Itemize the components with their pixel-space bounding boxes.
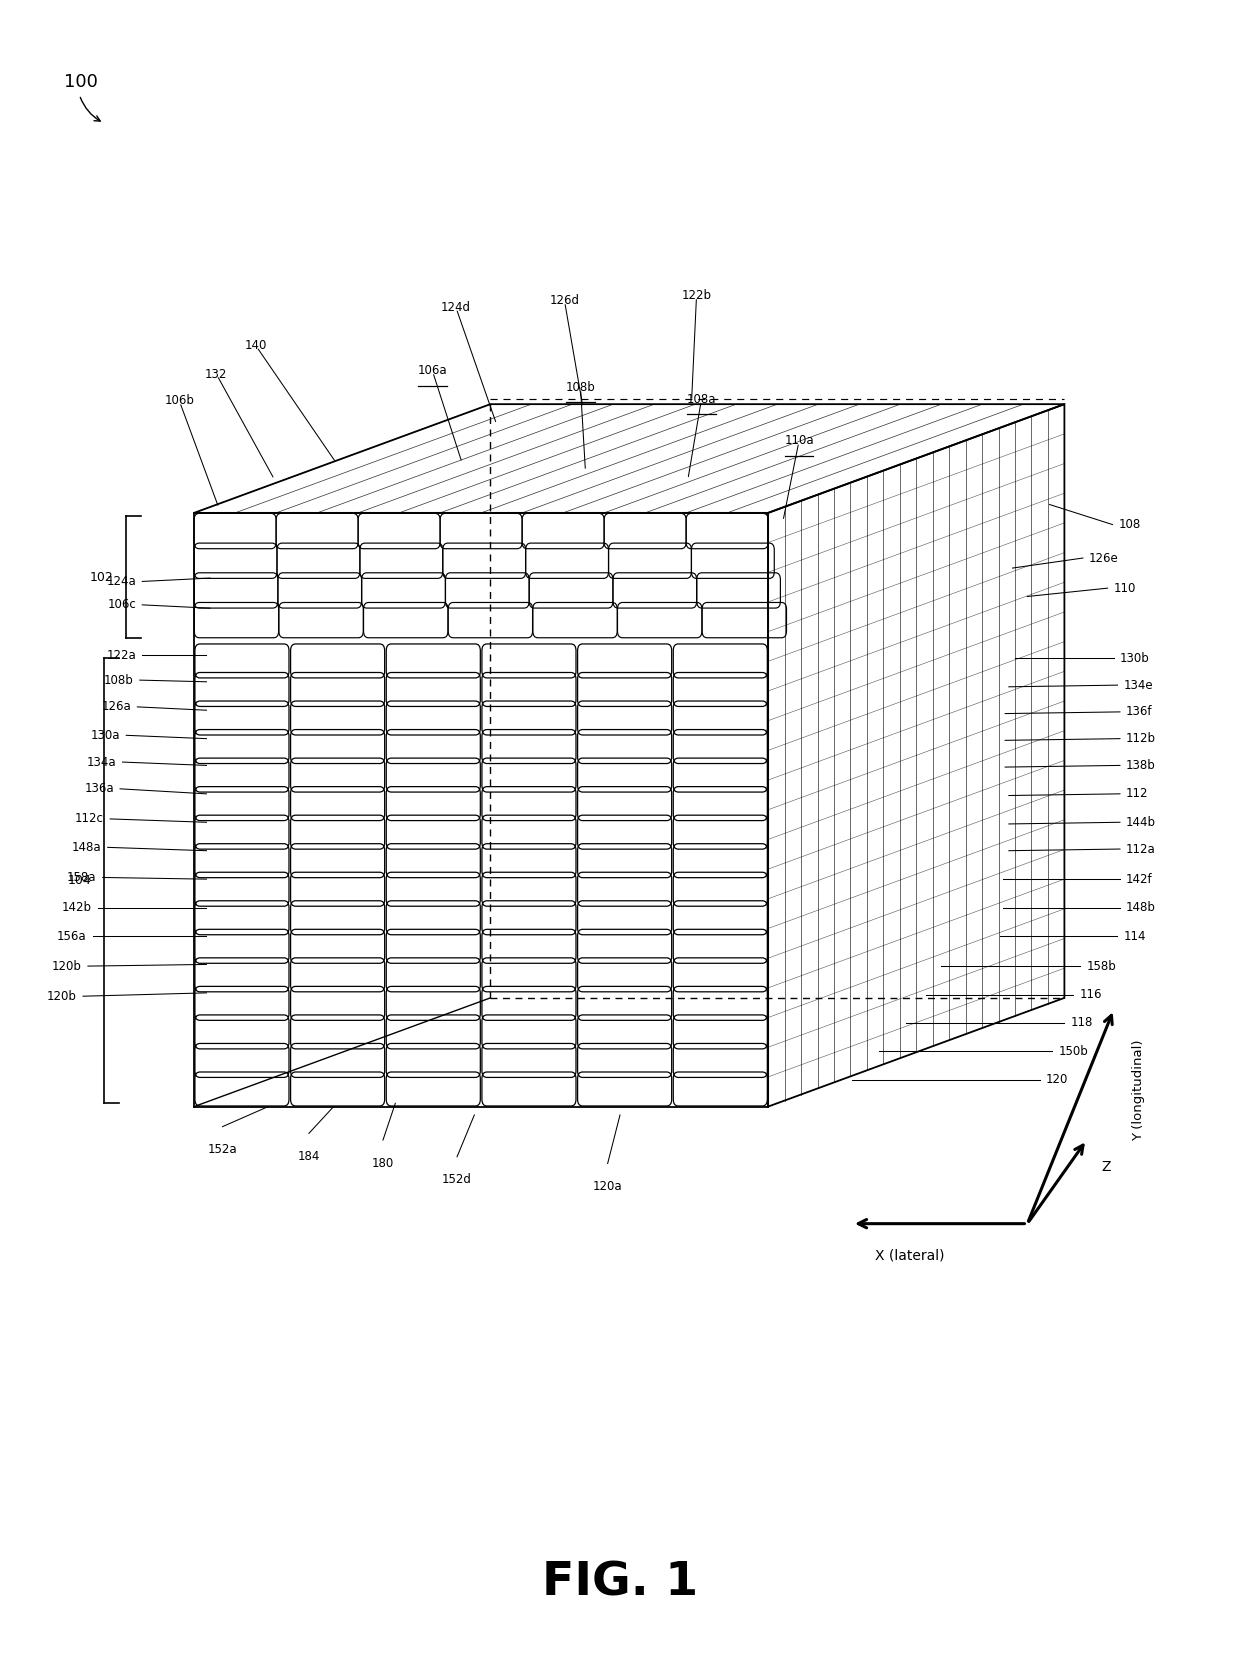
Text: 144b: 144b bbox=[1126, 816, 1156, 829]
Text: 120b: 120b bbox=[52, 960, 82, 973]
Text: 106a: 106a bbox=[418, 364, 448, 378]
Text: 150b: 150b bbox=[1058, 1045, 1087, 1057]
Text: 148b: 148b bbox=[1126, 901, 1156, 915]
Text: 142f: 142f bbox=[1126, 873, 1153, 886]
Text: 138b: 138b bbox=[1126, 758, 1156, 772]
Text: 116: 116 bbox=[1079, 988, 1101, 1002]
Text: FIG. 1: FIG. 1 bbox=[542, 1561, 698, 1606]
Text: 120b: 120b bbox=[47, 990, 77, 1003]
Text: 108: 108 bbox=[1118, 519, 1141, 530]
Text: 112b: 112b bbox=[1126, 732, 1156, 745]
Text: 148a: 148a bbox=[72, 841, 102, 854]
Text: 124a: 124a bbox=[107, 576, 136, 587]
Text: 102: 102 bbox=[91, 571, 114, 584]
Text: 134a: 134a bbox=[87, 755, 117, 769]
Text: 126e: 126e bbox=[1089, 552, 1118, 564]
Text: 108b: 108b bbox=[104, 673, 134, 686]
Text: 112a: 112a bbox=[1126, 842, 1156, 856]
Text: 126d: 126d bbox=[549, 294, 579, 307]
Text: 130a: 130a bbox=[91, 728, 120, 742]
Text: 112: 112 bbox=[1126, 787, 1148, 800]
Text: 114: 114 bbox=[1123, 930, 1146, 943]
Text: 136a: 136a bbox=[84, 782, 114, 795]
Text: 158b: 158b bbox=[1086, 960, 1116, 973]
Text: 184: 184 bbox=[298, 1149, 320, 1163]
Text: 134e: 134e bbox=[1123, 678, 1153, 691]
Text: 120: 120 bbox=[1045, 1074, 1068, 1086]
Text: 130b: 130b bbox=[1120, 651, 1149, 664]
Text: 152a: 152a bbox=[207, 1143, 237, 1156]
Text: 118: 118 bbox=[1070, 1017, 1092, 1030]
Text: 110: 110 bbox=[1114, 582, 1136, 594]
Text: 106c: 106c bbox=[108, 599, 136, 611]
Text: Y (longitudinal): Y (longitudinal) bbox=[1132, 1039, 1146, 1141]
Text: Z: Z bbox=[1101, 1159, 1111, 1175]
Text: 122a: 122a bbox=[107, 648, 136, 661]
Text: 124d: 124d bbox=[440, 300, 471, 314]
Text: X (lateral): X (lateral) bbox=[875, 1248, 945, 1264]
Text: 152d: 152d bbox=[443, 1173, 472, 1186]
Text: 136f: 136f bbox=[1126, 705, 1153, 718]
Text: 140: 140 bbox=[244, 339, 267, 352]
Text: 108b: 108b bbox=[565, 381, 595, 394]
Text: 122b: 122b bbox=[682, 289, 712, 302]
Text: 158a: 158a bbox=[67, 871, 97, 884]
Text: 132: 132 bbox=[205, 367, 227, 381]
Text: 106b: 106b bbox=[165, 394, 195, 408]
Text: 104: 104 bbox=[68, 874, 92, 888]
Text: 180: 180 bbox=[372, 1156, 394, 1170]
Text: 100: 100 bbox=[64, 74, 98, 91]
Text: 112c: 112c bbox=[76, 812, 104, 826]
Text: 120a: 120a bbox=[593, 1180, 622, 1193]
Text: 156a: 156a bbox=[57, 930, 87, 943]
Text: 108a: 108a bbox=[687, 393, 717, 406]
Text: 142b: 142b bbox=[62, 901, 92, 915]
Text: 110a: 110a bbox=[784, 435, 813, 448]
Text: 126a: 126a bbox=[102, 700, 131, 713]
